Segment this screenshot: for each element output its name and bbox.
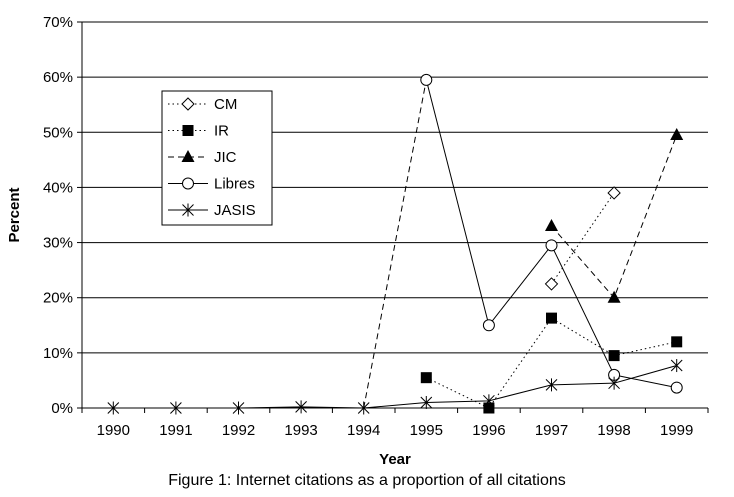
legend-marker-jasis [182,203,194,217]
series-jasis-extra-line [363,79,427,409]
series-cm-line [551,192,615,285]
legend-label-ir: IR [214,123,229,140]
series-ir-point [546,312,557,324]
series-jasis-point [107,401,120,415]
series-jasis-point [608,376,620,390]
legend-marker-cm [181,97,195,111]
series-jasis-point [357,401,370,415]
series-cm-point [544,277,559,291]
series-cm-point [607,186,621,200]
series-ir-point [483,402,495,414]
series-jasis-point [232,401,245,415]
axes: 0% 10% 20% 30% 40% 50% 60% 70% 1990 1991 1992 1993 1… [43,14,709,439]
x-tick-label: 1999 [660,422,693,439]
y-tick-label: 70% [43,14,73,31]
y-axis-title: Percent [6,187,23,242]
y-tick-label: 10% [43,345,73,362]
y-tick-label: 0% [51,400,73,417]
legend-marker-libres [182,177,194,190]
series-ir-point [420,372,432,384]
series-ir-point [671,336,683,348]
x-tick-label: 1997 [535,422,568,439]
legend-box [161,90,273,226]
x-tick-label: 1991 [159,422,192,439]
series-libres-point [420,73,433,86]
x-tick-label: 1992 [222,422,255,439]
series-jasis-point [483,394,495,408]
figure-caption: Figure 1: Internet citations as a propor… [168,472,566,489]
series-libres-point [482,319,495,332]
x-tick-label: 1993 [284,422,317,439]
series-jasis-point [670,359,683,373]
series-jasis-point [420,395,433,409]
series-jic-point [607,290,621,303]
x-tick-label: 1996 [472,422,505,439]
legend-marker-jic [181,150,195,162]
legend-label-jasis: JASIS [214,202,256,219]
legend-label-cm: CM [214,96,237,113]
series-jasis-point [545,378,558,392]
y-tick-label: 40% [43,179,73,196]
y-tick-label: 20% [43,290,73,307]
series-jic-line [551,134,678,299]
y-tick-label: 30% [43,235,73,252]
series-ir-line [426,317,677,409]
y-tick-label: 60% [43,69,73,86]
legend-label-libres: Libres [214,176,255,193]
y-tick-label: 50% [43,124,73,141]
legend-marker-ir [182,125,194,136]
x-axis-title: Year [379,451,411,468]
legend-label-jic: JIC [214,149,237,166]
series-libres-point [670,381,683,394]
chart: 0% 10% 20% 30% 40% 50% 60% 70% 1990 1991 1992 1993 1… [6,14,709,468]
x-tick-label: 1995 [410,422,443,439]
series-jasis-point [170,401,182,415]
x-tick-label: 1990 [97,422,130,439]
series-libres-point [545,239,558,252]
x-tick-label: 1998 [597,422,630,439]
x-tick-label: 1994 [347,422,380,439]
series-ir-point [608,350,620,362]
series-jic-point [545,219,558,232]
series-layer [107,73,684,415]
series-jasis-point [295,400,307,414]
legend: CM IR JIC Libres JASIS [161,90,273,226]
series-jic-point [670,128,684,141]
series-jasis-line [113,365,677,409]
